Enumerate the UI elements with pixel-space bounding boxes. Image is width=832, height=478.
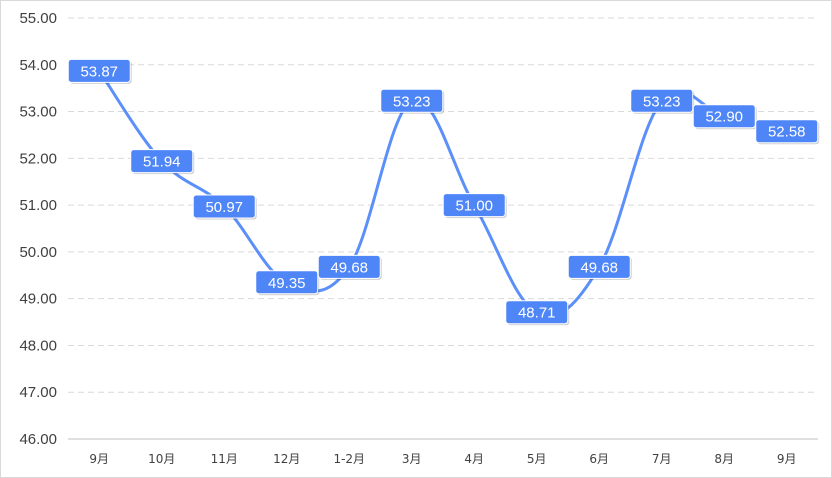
x-tick-label: 7月 — [652, 452, 672, 466]
data-label-text: 53.23 — [643, 93, 681, 110]
x-tick-label: 12月 — [273, 452, 300, 466]
y-tick-label: 53.00 — [19, 104, 57, 121]
data-label: 51.94 — [130, 149, 195, 175]
y-tick-label: 50.00 — [19, 244, 57, 261]
x-tick-label: 8月 — [714, 452, 734, 466]
data-label-box — [755, 119, 819, 144]
x-tick-label: 10月 — [148, 452, 175, 466]
data-label: 49.68 — [567, 254, 632, 280]
data-label-text: 52.58 — [768, 124, 806, 141]
y-tick-label: 46.00 — [19, 431, 57, 448]
x-axis-ticks: 9月 10月 11月 12月 1-2月 3月 4月 5月 6月 7月 8月 9月 — [89, 452, 796, 466]
data-label: 53.23 — [630, 88, 695, 114]
data-label: 51.00 — [442, 193, 507, 219]
data-label-box — [567, 254, 631, 279]
data-label-box — [317, 254, 381, 279]
data-label-text: 52.90 — [705, 109, 743, 126]
data-label-box — [380, 88, 444, 113]
data-label-text: 53.23 — [393, 93, 431, 110]
data-label-text: 53.87 — [80, 63, 118, 80]
x-tick-label: 1-2月 — [333, 452, 365, 466]
data-label: 49.35 — [255, 270, 320, 296]
data-label: 53.87 — [67, 58, 132, 84]
data-label-box — [442, 193, 506, 218]
x-tick-label: 9月 — [777, 452, 797, 466]
data-label: 53.23 — [380, 88, 445, 114]
data-label-box — [192, 194, 256, 219]
data-label: 49.68 — [317, 254, 382, 280]
y-tick-label: 49.00 — [19, 291, 57, 308]
x-tick-label: 4月 — [464, 452, 484, 466]
y-tick-label: 55.00 — [19, 10, 57, 27]
data-label: 48.71 — [505, 300, 570, 326]
data-label-box — [67, 58, 131, 83]
data-label-box — [630, 88, 694, 113]
data-label-box — [692, 104, 756, 129]
data-label-box — [505, 300, 569, 325]
grid-layer — [68, 17, 818, 440]
data-label-text: 49.68 — [580, 259, 618, 276]
x-tick-label: 9月 — [89, 452, 109, 466]
data-label-text: 49.35 — [268, 275, 306, 292]
data-label: 50.97 — [192, 194, 257, 220]
data-label-box — [255, 270, 319, 295]
x-tick-label: 3月 — [402, 452, 422, 466]
y-tick-label: 54.00 — [19, 57, 57, 74]
x-tick-label: 6月 — [589, 452, 609, 466]
data-label-box — [130, 149, 194, 174]
y-tick-label: 48.00 — [19, 337, 57, 354]
x-tick-label: 11月 — [211, 452, 238, 466]
data-label: 52.58 — [755, 119, 820, 145]
y-tick-label: 52.00 — [19, 150, 57, 167]
y-tick-label: 51.00 — [19, 197, 57, 214]
y-tick-label: 47.00 — [19, 384, 57, 401]
data-label-text: 50.97 — [205, 199, 243, 216]
data-label-layer: 53.87 51.94 50.97 49.35 49.68 53.23 51.00 48.71… — [67, 58, 820, 326]
data-label-text: 48.71 — [518, 305, 556, 322]
data-label-text: 51.94 — [143, 154, 181, 171]
data-label: 52.90 — [692, 104, 757, 130]
data-label-text: 49.68 — [330, 259, 368, 276]
y-axis-ticks: 46.00 47.00 48.00 49.00 50.00 51.00 52.00 53.00… — [19, 10, 57, 448]
data-label-text: 51.00 — [455, 198, 493, 215]
x-tick-label: 5月 — [527, 452, 547, 466]
